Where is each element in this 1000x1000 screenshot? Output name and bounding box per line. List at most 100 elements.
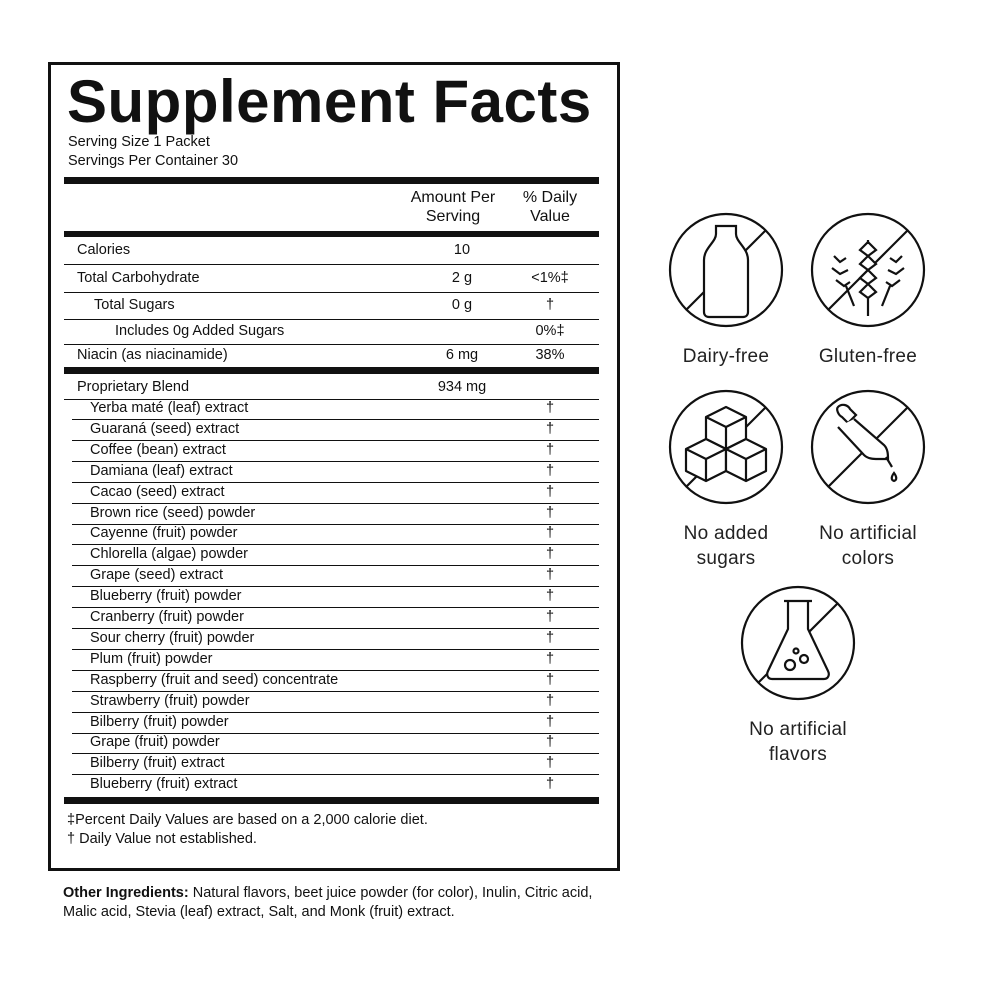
- amount-value: 2 g: [451, 270, 473, 286]
- nutrient-name: Bilberry (fruit) powder: [90, 713, 229, 730]
- nutrient-name: Cacao (seed) extract: [90, 483, 225, 500]
- daily-value: †: [545, 567, 555, 584]
- amount-header: Amount Per Serving: [410, 189, 496, 225]
- table-row: Cacao (seed) extract †: [72, 483, 599, 504]
- table-row: Blueberry (fruit) extract †: [72, 775, 599, 796]
- daily-value: †: [545, 776, 555, 793]
- table-row: Blueberry (fruit) powder †: [72, 587, 599, 609]
- nutrient-name: Cranberry (fruit) powder: [90, 609, 244, 625]
- table-row: Cayenne (fruit) powder †: [72, 524, 599, 546]
- thick-divider: [64, 231, 599, 237]
- daily-value: †: [545, 546, 555, 563]
- badge-label: No added sugars: [683, 523, 769, 569]
- table-row: Guaraná (seed) extract †: [72, 420, 599, 441]
- nutrient-name: Niacin (as niacinamide): [77, 347, 228, 363]
- daily-value: <1%‡: [531, 270, 569, 286]
- table-row: Cranberry (fruit) powder †: [72, 608, 599, 629]
- daily-value: 38%: [535, 347, 565, 363]
- nutrient-name: Yerba maté (leaf) extract: [90, 400, 249, 416]
- amount-value: 6 mg: [445, 347, 479, 363]
- table-row: Yerba maté (leaf) extract †: [72, 399, 599, 420]
- no-sugar-cubes-icon: [668, 389, 784, 505]
- badge-label: No artificial colors: [819, 523, 917, 569]
- table-row: Chlorella (algae) powder †: [72, 545, 599, 567]
- daily-value: †: [545, 297, 555, 313]
- table-row: Sour cherry (fruit) powder †: [72, 629, 599, 650]
- table-row: Proprietary Blend 934 mg: [64, 376, 599, 400]
- footnote-not-established: † Daily Value not established.: [67, 831, 257, 847]
- badge-no-artificial-flavors: No artificial flavors: [740, 585, 856, 767]
- dv-header: % Daily Value: [522, 189, 578, 225]
- table-row: Total Carbohydrate 2 g <1%‡: [64, 265, 599, 293]
- table-row: Grape (fruit) powder †: [72, 733, 599, 755]
- nutrient-name: Blueberry (fruit) extract: [90, 776, 238, 793]
- other-ingredients-label: Other Ingredients:: [63, 885, 189, 901]
- daily-value: †: [545, 713, 555, 730]
- thick-divider: [64, 797, 599, 804]
- badge-no-artificial-colors: No artificial colors: [810, 389, 926, 571]
- table-row: Grape (seed) extract †: [72, 566, 599, 588]
- nutrient-name: Grape (fruit) powder: [90, 734, 220, 751]
- nutrient-name: Total Sugars: [94, 297, 175, 313]
- nutrient-name: Total Carbohydrate: [77, 270, 200, 286]
- table-row: Damiana (leaf) extract †: [72, 462, 599, 483]
- daily-value: †: [545, 629, 555, 646]
- daily-value: †: [545, 420, 555, 437]
- other-ingredients: Other Ingredients: Natural flavors, beet…: [63, 884, 623, 922]
- nutrient-name: Proprietary Blend: [77, 379, 190, 395]
- nutrient-name: Strawberry (fruit) powder: [90, 692, 250, 709]
- nutrient-name: Chlorella (algae) powder: [90, 546, 248, 563]
- table-row: Bilberry (fruit) extract †: [72, 754, 599, 776]
- no-wheat-icon: [810, 212, 926, 328]
- serving-size: Serving Size 1 Packet: [68, 134, 210, 150]
- nutrient-name: Damiana (leaf) extract: [90, 462, 233, 479]
- badge-label: Gluten-free: [818, 346, 918, 367]
- badge-label: No artificial flavors: [749, 719, 847, 765]
- nutrient-name: Raspberry (fruit and seed) concentrate: [90, 671, 339, 688]
- amount-value: 0 g: [451, 297, 473, 313]
- table-row: Includes 0g Added Sugars 0%‡: [64, 320, 599, 345]
- no-milk-bottle-icon: [668, 212, 784, 328]
- daily-value: †: [545, 525, 555, 542]
- servings-per-container: Servings Per Container 30: [68, 153, 239, 169]
- table-row: Plum (fruit) powder †: [72, 650, 599, 671]
- daily-value: †: [545, 504, 555, 521]
- daily-value: †: [545, 588, 555, 605]
- daily-value: †: [545, 734, 555, 751]
- nutrient-name: Guaraná (seed) extract: [90, 420, 240, 437]
- amount-value: 10: [453, 242, 471, 258]
- thick-divider: [64, 367, 599, 374]
- daily-value: †: [545, 755, 555, 772]
- daily-value: †: [545, 692, 555, 709]
- panel-title: Supplement Facts: [67, 68, 592, 135]
- no-dropper-icon: [810, 389, 926, 505]
- nutrient-name: Bilberry (fruit) extract: [90, 755, 225, 772]
- table-row: Brown rice (seed) powder †: [72, 504, 599, 525]
- nutrient-name: Brown rice (seed) powder: [90, 504, 256, 521]
- nutrient-name: Grape (seed) extract: [90, 567, 223, 584]
- table-row: Niacin (as niacinamide) 6 mg 38%: [64, 345, 599, 367]
- thick-divider: [64, 177, 599, 184]
- nutrient-name: Coffee (bean) extract: [90, 441, 226, 458]
- amount-value: 934 mg: [437, 379, 487, 395]
- table-row: Total Sugars 0 g †: [64, 293, 599, 320]
- daily-value: †: [545, 650, 555, 667]
- table-row: Coffee (bean) extract †: [72, 441, 599, 462]
- nutrient-name: Calories: [77, 242, 131, 258]
- no-flask-icon: [740, 585, 856, 701]
- daily-value: †: [545, 441, 555, 458]
- nutrient-name: Cayenne (fruit) powder: [90, 525, 238, 542]
- daily-value: 0%‡: [535, 323, 565, 339]
- badge-dairy-free: Dairy-free: [668, 212, 784, 369]
- badge-gluten-free: Gluten-free: [810, 212, 926, 369]
- table-row: Calories 10: [64, 238, 599, 265]
- table-row: Bilberry (fruit) powder †: [72, 713, 599, 734]
- other-ingredients-text: Natural flavors, beet juice powder (for …: [63, 885, 593, 920]
- badge-label: Dairy-free: [682, 346, 770, 367]
- daily-value: †: [545, 483, 555, 500]
- nutrient-name: Sour cherry (fruit) powder: [90, 629, 255, 646]
- daily-value: †: [545, 609, 555, 625]
- nutrient-name: Includes 0g Added Sugars: [115, 323, 285, 339]
- nutrient-name: Blueberry (fruit) powder: [90, 588, 242, 605]
- footnote-dv: ‡Percent Daily Values are based on a 2,0…: [67, 812, 428, 828]
